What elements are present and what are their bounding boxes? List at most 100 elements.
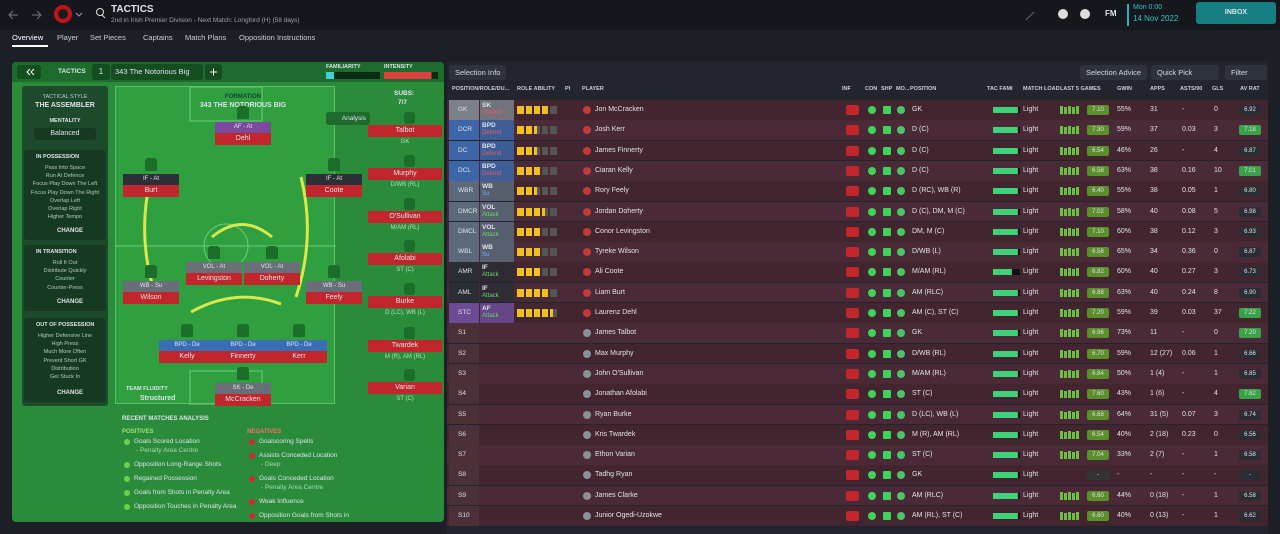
filter[interactable]: Filter: [1225, 65, 1267, 80]
player-name[interactable]: James Finnerty: [595, 146, 643, 154]
column-header[interactable]: TAC FAMI: [987, 86, 1013, 92]
player-name[interactable]: Ethon Varian: [595, 451, 635, 459]
player-name[interactable]: Jon McCracken: [595, 106, 644, 113]
asts: 0.08: [1182, 207, 1196, 215]
selection-advice[interactable]: Selection Advice: [1080, 65, 1148, 80]
inbox-button[interactable]: INBOX: [1196, 2, 1276, 24]
column-header[interactable]: MO...: [896, 86, 910, 92]
change-button[interactable]: CHANGE: [57, 228, 84, 234]
player-name[interactable]: John O'Sullivan: [595, 369, 644, 377]
player-name[interactable]: Laurenz Dehl: [595, 309, 637, 316]
column-header[interactable]: AV RAT: [1240, 86, 1260, 92]
player-name[interactable]: Ali Coote: [595, 268, 624, 276]
column-header[interactable]: INF: [842, 86, 851, 92]
player-tag[interactable]: Kerr: [271, 351, 327, 363]
column-header[interactable]: LAST 5 GAMES: [1060, 86, 1101, 92]
column-header[interactable]: GWIN: [1117, 86, 1132, 92]
tactic-name[interactable]: 343 The Notorious Big: [111, 64, 203, 80]
form-bar: [1068, 512, 1071, 520]
tab[interactable]: Captains: [143, 33, 173, 42]
player-name[interactable]: James Clarke: [595, 491, 638, 499]
analysis-title[interactable]: RECENT MATCHES ANALYSIS: [122, 416, 209, 422]
tab[interactable]: Match Plans: [185, 33, 227, 42]
player-name[interactable]: Tadhg Ryan: [595, 471, 633, 479]
sub-tag[interactable]: Burke: [368, 296, 442, 308]
stars-fill: [517, 166, 541, 175]
player-name[interactable]: Max Murphy: [595, 349, 634, 357]
role-ability: [517, 207, 557, 216]
role-tag[interactable]: BPD - De: [215, 340, 271, 351]
player-tag[interactable]: Kelly: [159, 351, 215, 363]
column-header[interactable]: CON: [865, 86, 878, 92]
quick-pick[interactable]: Quick Pick: [1151, 65, 1219, 80]
role-tag[interactable]: AF - At: [215, 122, 271, 133]
change-button[interactable]: CHANGE: [57, 390, 84, 396]
player-name[interactable]: Tyreke Wilson: [595, 248, 639, 256]
player-tag[interactable]: Feely: [306, 292, 362, 304]
role-tag[interactable]: VOL - At: [186, 262, 242, 273]
role: BPD: [482, 142, 496, 150]
player-name[interactable]: Josh Kerr: [595, 126, 625, 134]
role-tag[interactable]: BPD - De: [159, 340, 215, 351]
player-name[interactable]: Jonathan Afolabi: [595, 390, 647, 398]
role-tag[interactable]: SK - De: [215, 383, 271, 394]
slot[interactable]: 1: [92, 64, 110, 80]
tab[interactable]: Opposition Instructions: [239, 33, 316, 42]
player-tag[interactable]: McCracken: [215, 394, 271, 406]
gls: 3: [1214, 410, 1218, 418]
mentality[interactable]: Balanced: [34, 128, 96, 140]
player-tag[interactable]: Coote: [306, 185, 362, 197]
player-tag[interactable]: Doherty: [244, 273, 300, 285]
fm-button[interactable]: FM: [1105, 9, 1117, 18]
duty: Su: [482, 252, 490, 259]
role-tag[interactable]: WB - Su: [123, 281, 179, 292]
column-header[interactable]: POSITION/ROLE/DU...: [452, 86, 510, 92]
star-gap: [524, 248, 526, 257]
util-icons[interactable]: [1020, 5, 1120, 25]
player-tag[interactable]: Levingston: [186, 273, 242, 285]
column-header[interactable]: GLS: [1212, 86, 1224, 92]
role-tag[interactable]: IF - At: [123, 174, 179, 185]
column-header[interactable]: APPS: [1150, 86, 1165, 92]
sub-tag[interactable]: Afolabi: [368, 253, 442, 265]
sub-tag[interactable]: Varian: [368, 382, 442, 394]
sub-tag[interactable]: O'Sullivan: [368, 211, 442, 223]
player-name[interactable]: Junior Ogedi-Uzokwe: [595, 512, 662, 519]
player-tag[interactable]: Burt: [123, 185, 179, 197]
tab[interactable]: Player: [57, 33, 79, 42]
column-header[interactable]: ROLE ABILITY: [517, 86, 555, 92]
tac-fam: [993, 289, 1020, 296]
column-header[interactable]: POSITION: [910, 86, 937, 92]
role-tag[interactable]: VOL - At: [244, 262, 300, 273]
player-name[interactable]: Ryan Burke: [595, 410, 632, 418]
tab[interactable]: Set Pieces: [90, 33, 126, 42]
tab[interactable]: Overview: [12, 33, 44, 42]
add-tactic[interactable]: [205, 64, 222, 80]
player-name[interactable]: Liam Burt: [595, 288, 625, 296]
player-tag[interactable]: Wilson: [123, 292, 179, 304]
column-header[interactable]: PI: [565, 86, 571, 92]
player-name[interactable]: Kris Twardek: [595, 430, 636, 438]
change-button[interactable]: CHANGE: [57, 299, 84, 305]
player-tag[interactable]: Dehl: [215, 133, 271, 145]
position-cell: S4: [449, 384, 479, 404]
column-header[interactable]: SHP: [881, 86, 893, 92]
column-header[interactable]: ASTS/90: [1180, 86, 1203, 92]
back-button[interactable]: [17, 65, 41, 79]
sub-tag[interactable]: Talbot: [368, 125, 442, 137]
player-name[interactable]: Conor Levingston: [595, 227, 650, 235]
column-header[interactable]: PLAYER: [582, 86, 604, 92]
sub-tag[interactable]: Twardek: [368, 340, 442, 352]
analysis-button[interactable]: Analysis: [326, 112, 370, 125]
selection-info[interactable]: Selection Info: [449, 65, 507, 80]
sub-tag[interactable]: Murphy: [368, 168, 442, 180]
player-name[interactable]: James Talbot: [595, 329, 637, 337]
player-name[interactable]: Jordan Doherty: [595, 207, 643, 215]
player-tag[interactable]: Finnerty: [215, 351, 271, 363]
column-header[interactable]: MATCH LOAD: [1023, 86, 1060, 92]
player-name[interactable]: Ciaran Kelly: [595, 166, 633, 174]
role-tag[interactable]: WB - Su: [306, 281, 362, 292]
role-tag[interactable]: BPD - De: [271, 340, 327, 351]
player-name[interactable]: Rory Feely: [595, 187, 629, 195]
role-tag[interactable]: IF - At: [306, 174, 362, 185]
